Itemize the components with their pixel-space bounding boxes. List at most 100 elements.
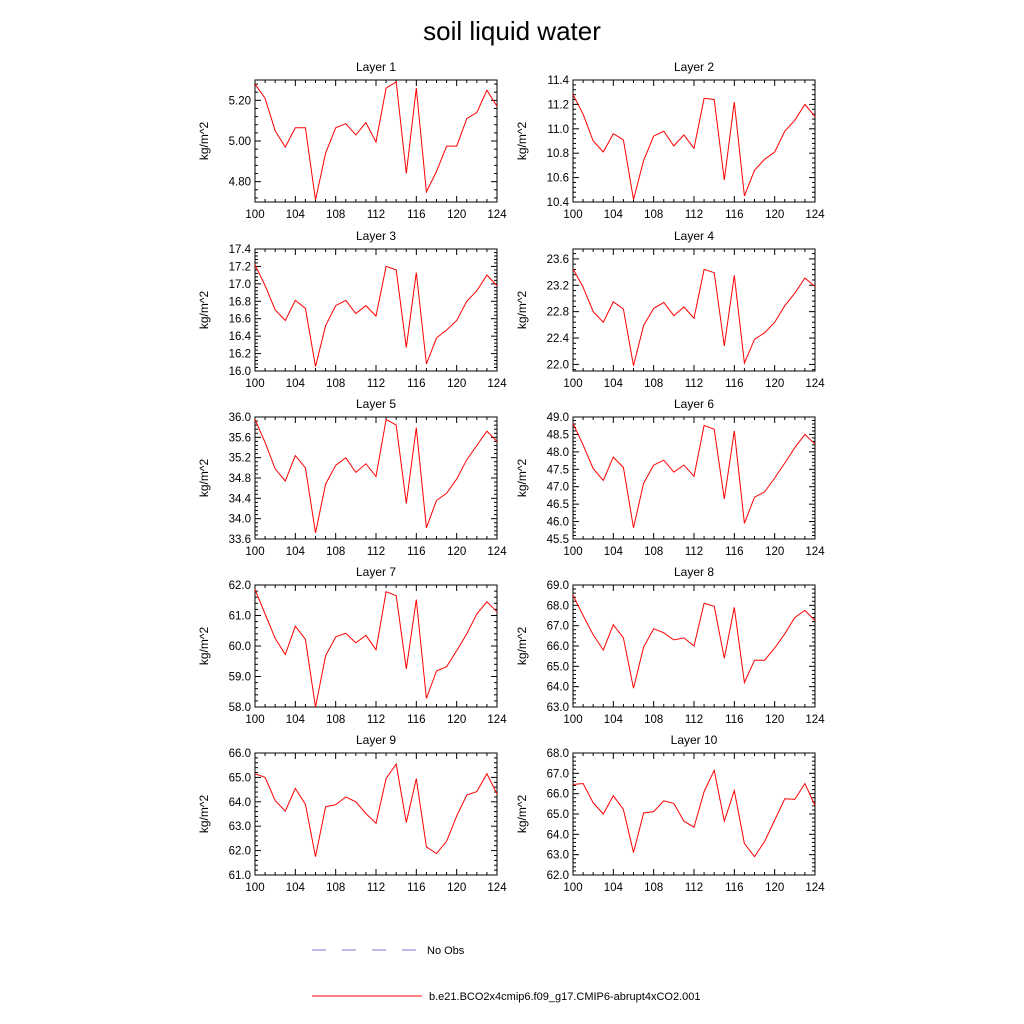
x-tick-label: 124 xyxy=(487,378,507,390)
y-axis-label: kg/m^2 xyxy=(515,122,529,161)
x-tick-label: 120 xyxy=(765,546,784,558)
x-tick-label: 116 xyxy=(407,882,425,894)
y-tick-label: 5.20 xyxy=(229,95,251,107)
x-tick-label: 100 xyxy=(245,714,264,726)
y-tick-label: 59.0 xyxy=(229,672,251,684)
series-line xyxy=(254,264,498,367)
x-tick-label: 100 xyxy=(563,714,582,726)
legend: No Obs b.e21.BCO2x4cmip6.f09_g17.CMIP6-ab… xyxy=(312,945,701,1003)
x-tick-label: 120 xyxy=(765,882,784,894)
x-tick-label: 120 xyxy=(447,209,466,221)
y-tick-label: 17.4 xyxy=(229,244,252,256)
layer-panel: Layer 1 100 104 108 112 116 120 124 4.80 5.00 5.20… xyxy=(197,60,507,221)
y-tick-label: 61.0 xyxy=(229,611,251,623)
y-tick-label: 47.0 xyxy=(547,482,569,494)
x-tick-label: 124 xyxy=(805,546,825,558)
y-tick-label: 66.0 xyxy=(547,789,569,801)
x-tick-label: 116 xyxy=(725,209,743,221)
panel-title: Layer 6 xyxy=(674,397,714,411)
x-tick-label: 124 xyxy=(805,378,825,390)
x-tick-label: 104 xyxy=(286,714,306,726)
y-tick-label: 47.5 xyxy=(547,464,569,476)
layer-panel: Layer 2 100 104 108 112 116 120 124 10.4 10.6 10.8… xyxy=(515,60,825,221)
x-tick-label: 124 xyxy=(487,209,507,221)
y-tick-label: 36.0 xyxy=(229,412,251,424)
x-tick-label: 120 xyxy=(447,882,466,894)
plot-frame xyxy=(254,248,498,372)
panel-title: Layer 8 xyxy=(674,565,714,579)
y-axis-label: kg/m^2 xyxy=(197,291,211,330)
series-line xyxy=(254,589,498,708)
plot-frame xyxy=(254,752,498,876)
x-tick-label: 100 xyxy=(563,209,582,221)
x-tick-label: 100 xyxy=(563,546,582,558)
layer-panel: Layer 7 100 104 108 112 116 120 124 58.0 59.0 60.0… xyxy=(197,565,507,726)
plot-frame xyxy=(254,416,498,540)
y-tick-label: 62.0 xyxy=(229,846,251,858)
x-tick-label: 100 xyxy=(245,882,264,894)
y-tick-label: 35.6 xyxy=(229,432,251,444)
plot-frame xyxy=(254,584,498,708)
series-line xyxy=(254,81,498,201)
x-tick-label: 108 xyxy=(644,882,663,894)
y-tick-label: 10.6 xyxy=(547,173,569,185)
x-tick-label: 120 xyxy=(447,546,466,558)
y-tick-label: 63.0 xyxy=(547,702,569,714)
y-tick-label: 64.0 xyxy=(547,682,569,694)
x-tick-label: 104 xyxy=(604,209,624,221)
y-axis-label: kg/m^2 xyxy=(515,291,529,330)
x-tick-label: 112 xyxy=(367,882,385,894)
y-tick-label: 16.0 xyxy=(229,366,251,378)
y-tick-label: 64.0 xyxy=(229,797,251,809)
layer-panel: Layer 5 100 104 108 112 116 120 124 33.6 34.0 34.4… xyxy=(197,397,507,558)
y-axis-label: kg/m^2 xyxy=(515,795,529,834)
x-tick-label: 100 xyxy=(245,546,264,558)
x-tick-label: 108 xyxy=(326,546,345,558)
y-tick-label: 66.0 xyxy=(547,641,569,653)
x-tick-label: 100 xyxy=(245,209,264,221)
panel-title: Layer 5 xyxy=(356,397,396,411)
panel-title: Layer 7 xyxy=(356,565,396,579)
x-tick-label: 104 xyxy=(604,882,624,894)
y-tick-label: 62.0 xyxy=(547,870,569,882)
y-axis-label: kg/m^2 xyxy=(197,122,211,161)
y-tick-label: 22.8 xyxy=(547,307,569,319)
x-tick-label: 104 xyxy=(286,209,306,221)
y-tick-label: 17.0 xyxy=(229,279,251,291)
y-tick-label: 66.0 xyxy=(229,748,251,760)
y-tick-label: 10.4 xyxy=(547,197,570,209)
x-tick-label: 124 xyxy=(487,546,507,558)
layer-panel: Layer 10 100 104 108 112 116 120 124 62.0 63.0 64.… xyxy=(515,733,825,894)
x-tick-label: 112 xyxy=(685,882,703,894)
y-tick-label: 16.6 xyxy=(229,314,251,326)
panel-title: Layer 4 xyxy=(674,229,714,243)
panel-grid: Layer 1 100 104 108 112 116 120 124 4.80 5.00 5.20… xyxy=(197,60,825,894)
x-tick-label: 116 xyxy=(407,209,425,221)
x-tick-label: 124 xyxy=(487,714,507,726)
y-tick-label: 63.0 xyxy=(229,821,251,833)
y-tick-label: 16.4 xyxy=(229,331,252,343)
x-tick-label: 112 xyxy=(685,378,703,390)
x-tick-label: 124 xyxy=(805,209,825,221)
series-line xyxy=(572,94,816,200)
x-tick-label: 104 xyxy=(286,882,306,894)
x-tick-label: 108 xyxy=(644,209,663,221)
series-line xyxy=(254,418,498,534)
x-tick-label: 120 xyxy=(447,378,466,390)
y-tick-label: 63.0 xyxy=(547,850,569,862)
series-line xyxy=(572,594,816,689)
series-line xyxy=(572,423,816,528)
y-tick-label: 23.2 xyxy=(547,280,569,292)
y-tick-label: 68.0 xyxy=(547,600,569,612)
x-tick-label: 104 xyxy=(286,546,306,558)
x-tick-label: 120 xyxy=(765,378,784,390)
y-tick-label: 46.5 xyxy=(547,499,569,511)
legend-entry: b.e21.BCO2x4cmip6.f09_g17.CMIP6-abrupt4x… xyxy=(312,991,701,1003)
y-tick-label: 16.2 xyxy=(229,349,251,361)
y-tick-label: 67.0 xyxy=(547,768,569,780)
y-tick-label: 10.8 xyxy=(547,148,569,160)
x-tick-label: 108 xyxy=(644,546,663,558)
x-tick-label: 120 xyxy=(447,714,466,726)
y-tick-label: 46.0 xyxy=(547,517,569,529)
y-axis-label: kg/m^2 xyxy=(515,627,529,666)
